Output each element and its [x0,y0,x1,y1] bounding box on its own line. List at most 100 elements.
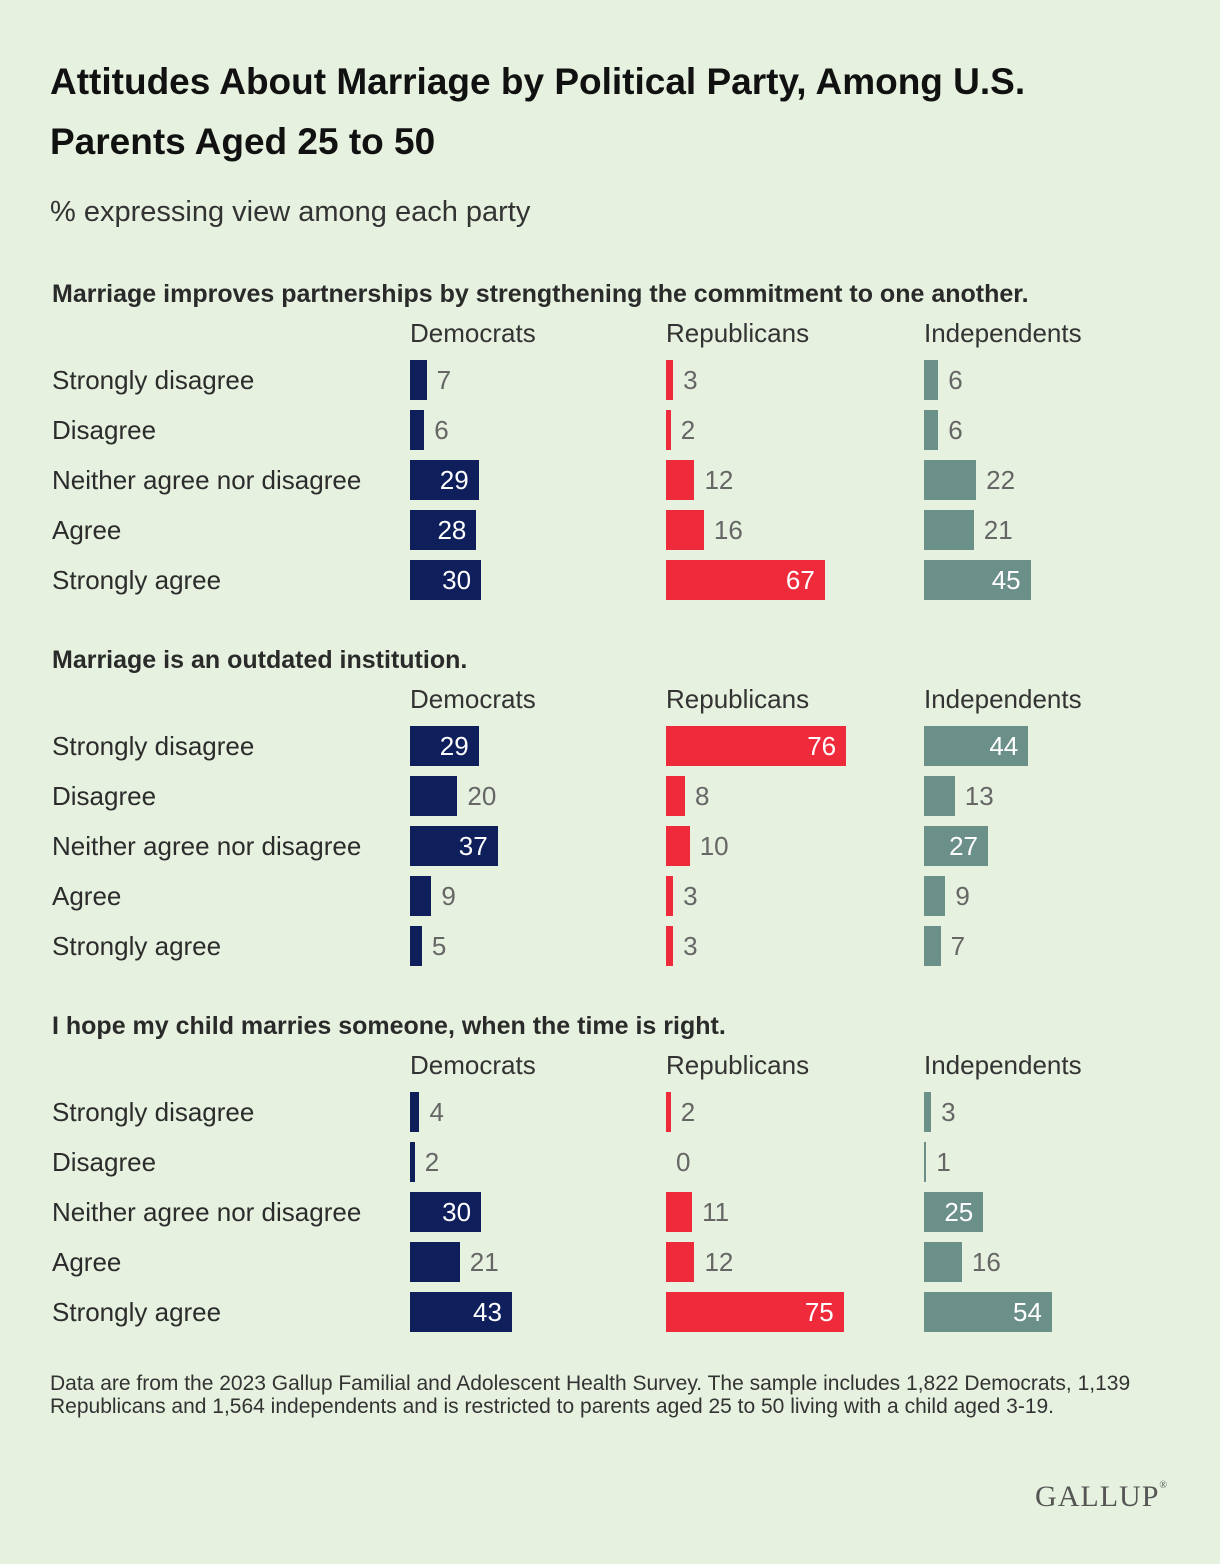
column-header-republicans: Republicans [666,318,810,348]
data-label-independents: 45 [991,565,1021,595]
panel-title: Marriage is an outdated institution. [52,646,468,674]
data-label-independents: 54 [1013,1297,1042,1327]
row-label: Strongly disagree [52,365,255,395]
data-label-democrats: 29 [439,731,469,761]
row-label: Strongly agree [52,1297,222,1327]
bar-democrats [410,460,479,500]
column-header-republicans: Republicans [666,1050,810,1080]
bar-republicans [666,410,671,450]
bar-independents [924,876,946,916]
data-label-independents: 25 [944,1197,974,1227]
data-label-republicans: 0 [676,1147,691,1177]
bar-independents [924,460,977,500]
data-label-republicans: 3 [683,365,698,395]
data-label-democrats: 28 [437,515,467,545]
bar-democrats [410,876,432,916]
bar-republicans [666,510,704,550]
bar-independents [924,776,955,816]
data-label-independents: 13 [964,781,994,811]
data-label-independents: 6 [948,365,963,395]
data-label-republicans: 12 [704,1247,734,1277]
data-label-independents: 16 [971,1247,1001,1277]
bar-democrats [410,560,482,600]
data-label-democrats: 6 [434,415,449,445]
row-label: Neither agree nor disagree [52,465,362,495]
chart-subtitle: % expressing view among each party [50,196,531,228]
row-label: Strongly disagree [52,1097,255,1127]
data-label-democrats: 9 [441,881,456,911]
bar-independents [924,360,939,400]
data-label-independents: 44 [989,731,1019,761]
bar-independents [924,1192,984,1232]
chart-panel-2: Marriage is an outdated institution. Demo… [0,646,1220,976]
bar-republicans [666,926,674,966]
bar-republicans [666,360,674,400]
data-label-republicans: 75 [804,1297,834,1327]
data-label-republicans: 8 [694,781,710,811]
bar-democrats [410,1192,482,1232]
bar-independents [924,1142,927,1182]
data-label-democrats: 30 [442,1197,472,1227]
bar-republicans [666,460,695,500]
data-label-democrats: 5 [431,931,447,961]
data-label-independents: 7 [950,931,966,961]
data-label-democrats: 20 [467,781,497,811]
bar-republicans [666,826,690,866]
bar-independents [924,1242,962,1282]
bar-democrats [410,1242,460,1282]
bar-democrats [410,410,425,450]
bar-independents [924,410,939,450]
data-label-republicans: 2 [680,415,696,445]
column-header-republicans: Republicans [666,684,810,714]
data-label-republicans: 10 [699,831,729,861]
bar-democrats [410,510,477,550]
bar-independents [924,726,1029,766]
row-label: Strongly agree [52,931,222,961]
logo-text: GALLUP [1035,1480,1160,1513]
row-label: Neither agree nor disagree [52,831,362,861]
gallup-logo: GALLUP® [1035,1480,1168,1514]
chart-title: Attitudes About Marriage by Political Pa… [50,61,1026,162]
column-header-independents: Independents [924,684,1082,714]
data-label-democrats: 21 [469,1247,499,1277]
column-header-independents: Independents [924,318,1082,348]
bar-democrats [410,1142,415,1182]
bar-independents [924,826,988,866]
row-label: Strongly disagree [52,731,255,761]
data-label-independents: 9 [955,881,970,911]
bar-independents [924,1092,932,1132]
data-label-independents: 6 [948,415,963,445]
row-label: Disagree [52,415,157,445]
bar-independents [924,1292,1052,1332]
row-label: Agree [52,515,122,545]
registered-mark-icon: ® [1159,1480,1168,1491]
bar-republicans [666,1292,844,1332]
bar-democrats [410,726,479,766]
data-label-democrats: 29 [439,465,469,495]
data-label-democrats: 37 [458,831,488,861]
bar-republicans [666,1192,693,1232]
column-header-democrats: Democrats [410,1050,536,1080]
data-label-independents: 21 [983,515,1013,545]
data-label-independents: 1 [936,1147,951,1177]
data-label-republicans: 3 [683,931,698,961]
row-label: Strongly agree [52,565,222,595]
bar-democrats [410,360,427,400]
column-header-democrats: Democrats [410,684,536,714]
data-label-republicans: 67 [785,565,815,595]
panel-title: Marriage improves partnerships by streng… [52,280,1029,308]
bar-republicans [666,560,825,600]
data-label-republicans: 3 [683,881,698,911]
data-label-republicans: 16 [713,515,743,545]
row-label: Neither agree nor disagree [52,1197,362,1227]
data-label-democrats: 30 [442,565,472,595]
chart-panel-1: Marriage improves partnerships by streng… [0,280,1220,610]
bar-independents [924,926,941,966]
bar-democrats [410,926,422,966]
data-label-independents: 22 [986,465,1016,495]
bar-democrats [410,1292,512,1332]
chart-panel-3: I hope my child marries someone, when th… [0,1012,1220,1342]
data-label-republicans: 12 [704,465,734,495]
bar-democrats [410,826,498,866]
bar-democrats [410,776,458,816]
